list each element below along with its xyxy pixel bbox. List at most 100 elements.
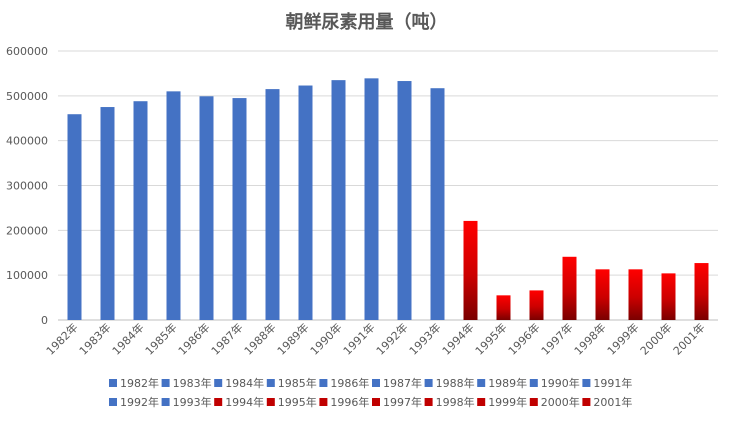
- x-tick-label: 1999年: [604, 320, 641, 357]
- legend-item: 1993年: [161, 395, 212, 409]
- legend-swatch: [372, 398, 380, 406]
- bar-1991年: [364, 78, 379, 321]
- legend-item: 2001年: [582, 395, 632, 409]
- legend-label: 1997年: [383, 395, 422, 409]
- legend-swatch: [266, 398, 275, 406]
- legend-swatch: [266, 379, 275, 387]
- x-tick-label: 1984年: [109, 320, 146, 357]
- x-tick-label: 1998年: [571, 320, 608, 357]
- bar-1984年: [133, 101, 148, 320]
- legend-swatch: [109, 398, 117, 406]
- legend-label: 1994年: [225, 395, 264, 409]
- x-tick-label: 1987年: [208, 320, 245, 357]
- legend-item: 1991年: [582, 376, 632, 390]
- x-tick-label: 1991年: [340, 320, 377, 357]
- legend-item: 1996年: [319, 395, 369, 409]
- x-tick-label: 1989年: [274, 320, 311, 357]
- bar-1987年: [232, 98, 247, 320]
- legend-swatch: [109, 379, 117, 387]
- bars: [67, 78, 709, 321]
- legend-label: 1987年: [383, 376, 422, 390]
- y-tick-label: 500000: [6, 90, 48, 103]
- legend-item: 1987年: [372, 376, 422, 390]
- x-tick-label: 1997年: [538, 320, 575, 357]
- legend-swatch: [161, 379, 170, 387]
- bar-1997年: [562, 256, 577, 320]
- legend-label: 1995年: [278, 395, 317, 409]
- x-tick-label: 1983年: [76, 320, 113, 357]
- legend-label: 1999年: [488, 395, 527, 409]
- x-axis: 1982年1983年1984年1985年1986年1987年1988年1989年…: [43, 320, 707, 357]
- x-tick-label: 1995年: [472, 320, 509, 357]
- legend-item: 1995年: [266, 395, 317, 409]
- legend-label: 2001年: [593, 395, 632, 409]
- y-tick-label: 300000: [6, 180, 48, 193]
- legend-swatch: [477, 379, 486, 387]
- legend-label: 1986年: [330, 376, 369, 390]
- bar-1999年: [628, 269, 643, 320]
- legend-swatch: [477, 398, 486, 406]
- bar-2001年: [694, 263, 709, 320]
- legend-label: 1984年: [225, 376, 264, 390]
- bar-1985年: [166, 91, 181, 320]
- legend-swatch: [214, 379, 223, 387]
- legend-item: 1992年: [109, 395, 159, 409]
- x-tick-label: 1982年: [43, 320, 80, 357]
- legend-item: 1990年: [529, 376, 580, 390]
- legend-item: 1994年: [214, 395, 264, 409]
- legend-item: 1983年: [161, 376, 212, 390]
- legend-swatch: [582, 379, 591, 387]
- legend-item: 2000年: [529, 395, 580, 409]
- y-tick-label: 600000: [6, 45, 48, 58]
- legend-label: 1985年: [278, 376, 317, 390]
- x-tick-label: 1985年: [142, 320, 179, 357]
- legend-swatch: [319, 398, 328, 406]
- legend-swatch: [424, 398, 433, 406]
- legend-swatch: [319, 379, 328, 387]
- legend-swatch: [529, 379, 538, 387]
- legend-item: 1982年: [109, 376, 159, 390]
- gridlines: [58, 50, 718, 321]
- x-tick-label: 1994年: [439, 320, 476, 357]
- legend: 1982年 1983年 1984年 1985年 1986年 1987年 1988年 1989年…: [109, 376, 632, 409]
- bar-1998年: [595, 269, 610, 320]
- legend-label: 1982年: [120, 376, 159, 390]
- y-axis: 0 100000 200000 300000 400000 500000 600000: [6, 45, 48, 327]
- legend-item: 1986年: [319, 376, 369, 390]
- legend-item: 1997年: [372, 395, 422, 409]
- legend-label: 1991年: [593, 376, 632, 390]
- x-tick-label: 1992年: [373, 320, 410, 357]
- legend-label: 1993年: [173, 395, 212, 409]
- x-tick-label: 1993年: [406, 320, 443, 357]
- x-tick-label: 1988年: [241, 320, 278, 357]
- legend-item: 1999年: [477, 395, 527, 409]
- chart-title: 朝鲜尿素用量（吨）: [285, 12, 448, 33]
- legend-swatch: [161, 398, 170, 406]
- bar-1995年: [496, 295, 511, 320]
- bar-1994年: [463, 220, 478, 320]
- legend-item: 1988年: [424, 376, 475, 390]
- bar-1988年: [265, 89, 280, 320]
- legend-label: 1990年: [541, 376, 580, 390]
- bar-1986年: [199, 96, 214, 320]
- bar-1996年: [529, 290, 544, 320]
- legend-swatch: [214, 398, 223, 406]
- bar-1982年: [67, 114, 82, 320]
- x-tick-label: 1996年: [505, 320, 542, 357]
- bar-1983年: [100, 107, 115, 321]
- legend-label: 1996年: [330, 395, 369, 409]
- legend-item: 1998年: [424, 395, 475, 409]
- bar-1993年: [430, 88, 445, 320]
- bar-2000年: [661, 273, 676, 320]
- y-tick-label: 0: [41, 314, 48, 327]
- x-tick-label: 1990年: [307, 320, 344, 357]
- x-tick-label: 2000年: [637, 320, 674, 357]
- legend-label: 1998年: [436, 395, 475, 409]
- legend-swatch: [424, 379, 433, 387]
- legend-item: 1984年: [214, 376, 264, 390]
- bar-1992年: [397, 81, 412, 320]
- legend-item: 1985年: [266, 376, 317, 390]
- legend-swatch: [529, 398, 538, 406]
